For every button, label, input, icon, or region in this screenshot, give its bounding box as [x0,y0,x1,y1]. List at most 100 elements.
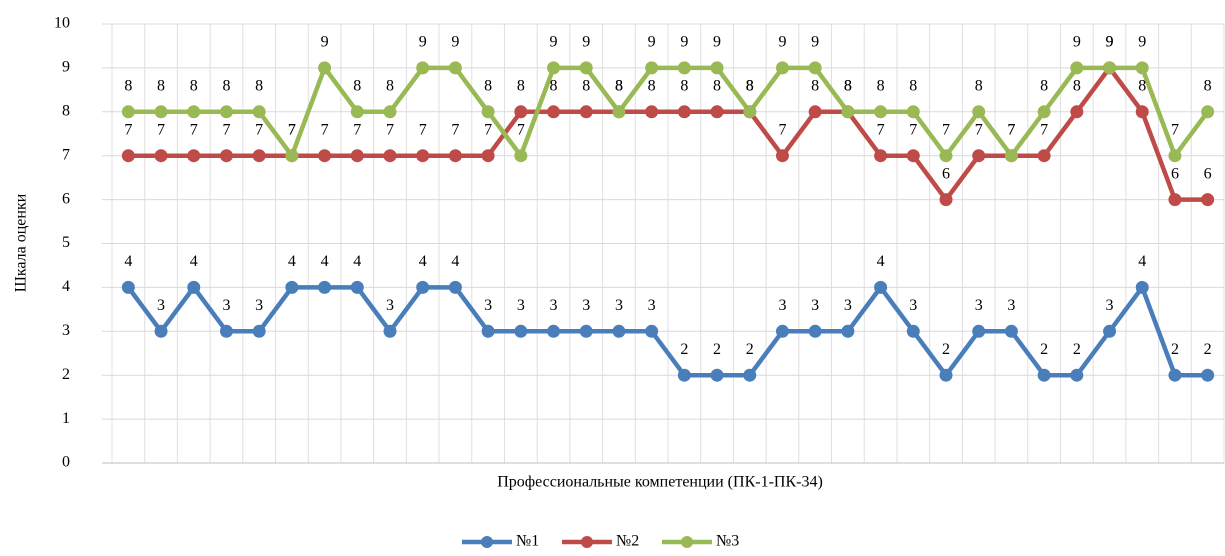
marker [710,105,724,119]
marker [1201,193,1215,207]
marker [448,149,462,163]
data-label: 8 [844,77,852,94]
data-label: 4 [124,253,132,270]
marker [677,105,691,119]
marker [448,280,462,294]
y-tick-label: 3 [62,322,70,339]
data-label: 3 [386,297,394,314]
marker [939,193,953,207]
marker [743,368,757,382]
data-label: 8 [157,77,165,94]
data-label: 8 [713,77,721,94]
data-label: 3 [778,297,786,314]
data-label: 7 [451,121,459,138]
marker [219,105,233,119]
y-tick-label: 9 [62,59,70,76]
marker [645,324,659,338]
marker [612,105,626,119]
marker [1070,368,1084,382]
legend-marker [481,536,493,548]
data-label: 3 [909,297,917,314]
data-label: 7 [353,121,361,138]
data-label: 7 [255,121,263,138]
data-label: 7 [942,121,950,138]
data-label: 4 [419,253,427,270]
data-label: 9 [648,34,656,51]
legend-label: №1 [516,533,539,550]
data-label: 3 [517,297,525,314]
data-label: 3 [1007,297,1015,314]
data-label: 6 [1171,165,1179,182]
data-label: 8 [746,77,754,94]
marker [874,280,888,294]
data-label: 9 [582,34,590,51]
data-label: 2 [1204,341,1212,358]
data-label: 8 [1204,77,1212,94]
data-label: 3 [648,297,656,314]
data-label: 8 [124,77,132,94]
marker [972,149,986,163]
data-label: 9 [1073,34,1081,51]
data-label: 3 [222,297,230,314]
marker [481,324,495,338]
marker [775,61,789,75]
legend-label: №2 [616,533,639,550]
data-label: 7 [1007,121,1015,138]
marker [906,324,920,338]
marker [874,105,888,119]
marker [1135,280,1149,294]
data-label: 3 [582,297,590,314]
marker [579,324,593,338]
data-label: 6 [942,165,950,182]
data-label: 9 [680,34,688,51]
data-label: 7 [1040,121,1048,138]
data-label: 4 [190,253,198,270]
marker [547,61,561,75]
data-label: 3 [615,297,623,314]
marker [318,280,332,294]
marker [448,61,462,75]
data-label: 7 [1171,121,1179,138]
data-label: 8 [648,77,656,94]
data-label: 9 [778,34,786,51]
data-label: 2 [1073,341,1081,358]
data-label: 9 [451,34,459,51]
data-label: 2 [680,341,688,358]
marker [416,149,430,163]
marker [514,105,528,119]
marker [547,324,561,338]
data-label: 8 [877,77,885,94]
marker [1168,149,1182,163]
marker [219,149,233,163]
data-label: 8 [1073,77,1081,94]
marker [1004,324,1018,338]
marker [710,368,724,382]
data-label: 7 [190,121,198,138]
data-label: 4 [877,253,885,270]
data-label: 9 [713,34,721,51]
data-label: 4 [1138,253,1146,270]
marker [1168,368,1182,382]
marker [645,105,659,119]
marker [252,324,266,338]
y-tick-label: 7 [62,146,70,163]
marker [1168,193,1182,207]
data-label: 4 [321,253,329,270]
data-label: 3 [255,297,263,314]
data-label: 9 [1106,34,1114,51]
marker [972,105,986,119]
marker [906,105,920,119]
legend-label: №3 [716,533,739,550]
marker [972,324,986,338]
data-label: 8 [909,77,917,94]
data-label: 7 [124,121,132,138]
legend-marker [681,536,693,548]
marker [939,368,953,382]
marker [416,280,430,294]
data-label: 3 [484,297,492,314]
data-label: 9 [811,34,819,51]
marker [775,149,789,163]
data-label: 7 [157,121,165,138]
data-label: 8 [615,77,623,94]
y-tick-label: 10 [54,15,70,32]
